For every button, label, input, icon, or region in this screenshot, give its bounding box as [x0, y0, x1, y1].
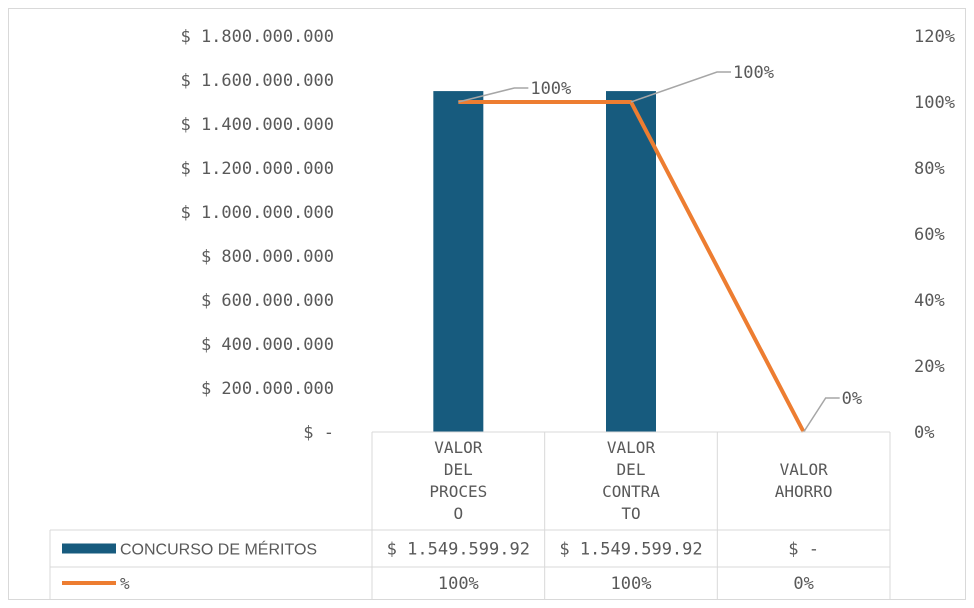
legend-bar-label: CONCURSO DE MÉRITOS — [120, 540, 317, 559]
table-cell-value: $ - — [788, 540, 819, 560]
data-label: 0% — [842, 389, 862, 409]
legend-bar-swatch — [62, 543, 116, 554]
category-label: DEL — [444, 460, 473, 479]
left-axis-tick-label: $ 1.600.000.000 — [180, 71, 334, 91]
right-axis-tick-label: 60% — [914, 225, 945, 245]
category-label: O — [454, 504, 464, 523]
category-label: AHORRO — [775, 482, 833, 501]
right-axis-tick-label: 20% — [914, 357, 945, 377]
data-label: 100% — [530, 79, 571, 99]
table-cell-value: 100% — [611, 574, 652, 594]
table-cell-value: $ 1.549.599.92 — [387, 540, 530, 560]
category-label: VALOR — [434, 438, 483, 457]
category-label: VALOR — [607, 438, 656, 457]
left-axis-tick-label: $ 1.800.000.000 — [180, 27, 334, 47]
category-label: TO — [621, 504, 640, 523]
bar — [433, 91, 484, 433]
left-axis-tick-label: $ 400.000.000 — [201, 335, 334, 355]
category-label: VALOR — [780, 460, 829, 479]
right-axis-tick-label: 0% — [914, 423, 934, 443]
left-axis-tick-label: $ 600.000.000 — [201, 291, 334, 311]
left-axis-tick-label: $ 1.000.000.000 — [180, 203, 334, 223]
left-axis-tick-label: $ - — [303, 423, 334, 443]
category-label: CONTRA — [602, 482, 660, 501]
category-label: DEL — [617, 460, 646, 479]
table-cell-value: 0% — [793, 574, 813, 594]
table-cell-value: $ 1.549.599.92 — [559, 540, 702, 560]
right-axis-tick-label: 40% — [914, 291, 945, 311]
data-label-leader — [630, 71, 731, 103]
table-cell-value: 100% — [438, 574, 479, 594]
data-label-leader — [458, 87, 529, 103]
left-axis-tick-label: $ 200.000.000 — [201, 379, 334, 399]
right-axis-tick-label: 80% — [914, 159, 945, 179]
data-label: 100% — [733, 63, 774, 83]
right-axis-tick-label: 100% — [914, 93, 955, 113]
bar — [606, 91, 656, 433]
right-axis-tick-label: 120% — [914, 27, 955, 47]
left-axis-tick-label: $ 1.200.000.000 — [180, 159, 334, 179]
left-axis-tick-label: $ 1.400.000.000 — [180, 115, 334, 135]
legend-line-label: % — [120, 574, 130, 593]
data-label-leader — [803, 397, 840, 433]
left-axis-tick-label: $ 800.000.000 — [201, 247, 334, 267]
chart-frame — [8, 8, 966, 600]
category-label: PROCES — [429, 482, 487, 501]
